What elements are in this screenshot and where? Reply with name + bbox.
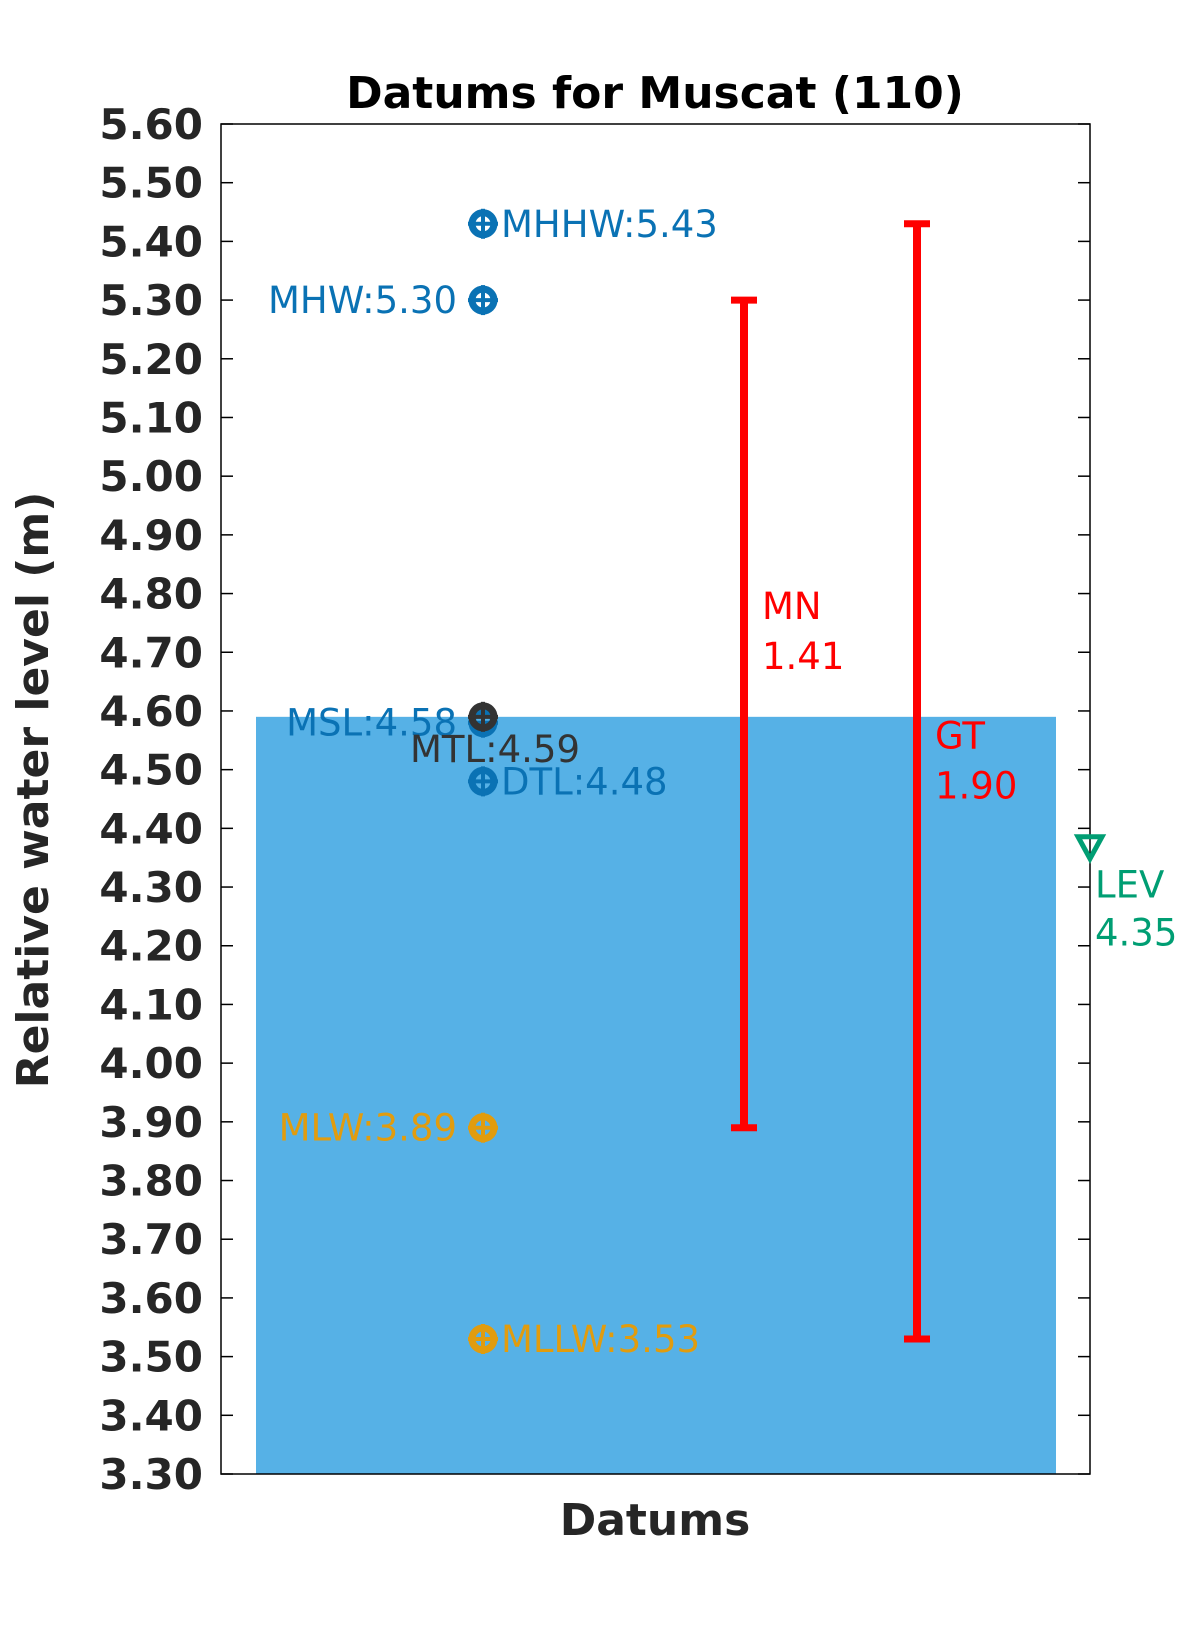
datum-label-mlw: MLW:3.89 [279, 1107, 457, 1150]
datum-mlw: MLW:3.89 [279, 1107, 498, 1150]
y-axis-label: Relative water level (m) [8, 492, 59, 1089]
range-mn: MN 1.41 [731, 296, 844, 1132]
datum-mhw: MHW:5.30 [268, 279, 498, 322]
x-axis-label: Datums [560, 1495, 751, 1546]
lev-label-value: 4.35 [1095, 912, 1177, 955]
plot-frame [220, 123, 1091, 1475]
y-tick-label-11: 4.40 [99, 804, 203, 853]
y-tick-label-3: 3.60 [99, 1274, 203, 1323]
y-tick-label-20: 5.30 [99, 276, 203, 325]
lev-marker [1073, 834, 1107, 864]
datum-label-mhhw: MHHW:5.43 [501, 203, 718, 246]
range-label-name-mn: MN [762, 585, 822, 628]
y-tick-label-10: 4.30 [99, 863, 203, 912]
y-tick-label-17: 5.00 [99, 452, 203, 501]
lev-label-name: LEV [1095, 864, 1164, 907]
datum-label-mtl: MTL:4.59 [410, 728, 580, 771]
y-tick-label-21: 5.40 [99, 217, 203, 266]
y-tick-label-22: 5.50 [99, 159, 203, 208]
lev-marker-group: LEV 4.35 [1073, 834, 1177, 955]
range-gt: GT 1.90 [904, 220, 1017, 1343]
y-tick-label-2: 3.50 [99, 1333, 203, 1382]
y-tick-label-6: 3.90 [99, 1098, 203, 1147]
y-tick-label-9: 4.20 [99, 922, 203, 971]
plot-area: 3.30 3.40 3.50 3.60 3.70 3.80 3.90 4.00 4.10 4.20… [99, 100, 1177, 1499]
y-tick-label-0: 3.30 [99, 1450, 203, 1499]
chart-title: Datums for Muscat (110) [346, 68, 964, 119]
range-label-value-gt: 1.90 [935, 764, 1017, 807]
background-bar [256, 716, 1056, 1474]
datum-label-mllw: MLLW:3.53 [501, 1318, 700, 1361]
y-tick-label-5: 3.80 [99, 1157, 203, 1206]
datum-label-mhw: MHW:5.30 [268, 279, 457, 322]
y-tick-label-23: 5.60 [99, 100, 203, 149]
y-tick-label-12: 4.50 [99, 746, 203, 795]
y-tick-label-1: 3.40 [99, 1391, 203, 1440]
datum-label-dtl: DTL:4.48 [501, 760, 668, 803]
datum-label-msl: MSL:4.58 [286, 702, 457, 745]
y-tick-label-7: 4.00 [99, 1039, 203, 1088]
datum-dtl: DTL:4.48 [468, 760, 668, 803]
y-tick-label-8: 4.10 [99, 980, 203, 1029]
datum-mhhw: MHHW:5.43 [468, 203, 718, 246]
y-tick-label-14: 4.70 [99, 628, 203, 677]
y-axis: 3.30 3.40 3.50 3.60 3.70 3.80 3.90 4.00 4.10 4.20… [99, 100, 1090, 1499]
y-tick-label-18: 5.10 [99, 393, 203, 442]
y-tick-label-16: 4.90 [99, 511, 203, 560]
y-tick-label-15: 4.80 [99, 570, 203, 619]
datum-mllw: MLLW:3.53 [468, 1318, 700, 1361]
y-tick-label-4: 3.70 [99, 1215, 203, 1264]
y-tick-label-19: 5.20 [99, 335, 203, 384]
y-tick-label-13: 4.60 [99, 687, 203, 736]
datum-mtl: MTL:4.59 [410, 701, 580, 771]
range-label-name-gt: GT [935, 714, 985, 757]
range-label-value-mn: 1.41 [762, 635, 844, 678]
